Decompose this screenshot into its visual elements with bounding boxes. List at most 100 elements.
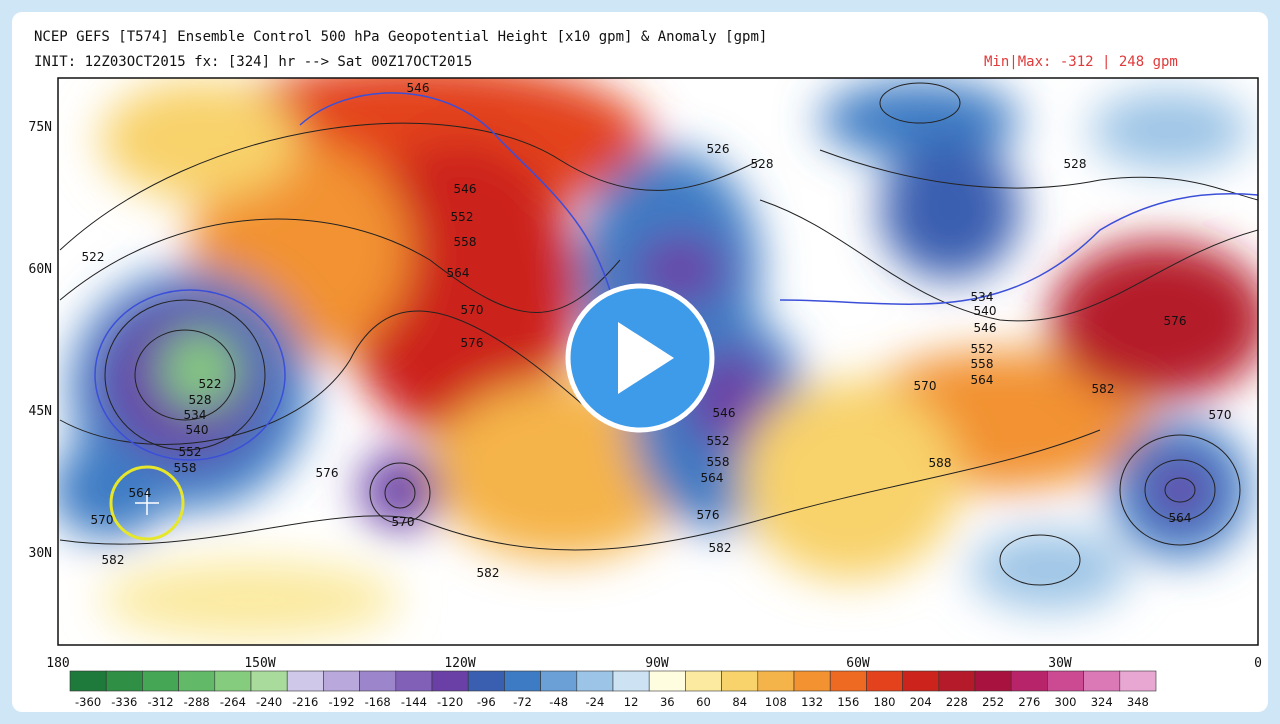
colorbar-swatch — [793, 670, 831, 692]
colorbar-label: 60 — [696, 695, 711, 709]
colorbar-swatch — [69, 670, 107, 692]
colorbar-label: -168 — [365, 695, 391, 709]
contour-label: 576 — [1164, 314, 1187, 328]
colorbar-label: -72 — [513, 695, 532, 709]
colorbar-label: 36 — [660, 695, 675, 709]
colorbar-label: 252 — [982, 695, 1004, 709]
lon-label: 60W — [846, 656, 870, 671]
contour-label: 558 — [971, 357, 994, 371]
colorbar-label: -264 — [220, 695, 246, 709]
colorbar-label: -96 — [477, 695, 496, 709]
colorbar-label: -240 — [256, 695, 282, 709]
colorbar-swatch — [540, 670, 578, 692]
lat-label: 45N — [29, 404, 52, 419]
colorbar-label: 276 — [1018, 695, 1040, 709]
colorbar-label: -192 — [328, 695, 354, 709]
lon-label: 120W — [444, 656, 475, 671]
colorbar: -360 -336 -312 -288 -264 -240 -216 -192 -168 -144… — [69, 670, 1157, 709]
colorbar-label: -120 — [437, 695, 463, 709]
colorbar-label: -288 — [184, 695, 210, 709]
contour-label: 546 — [713, 406, 736, 420]
contour-label: 540 — [974, 304, 997, 318]
colorbar-swatch — [1010, 670, 1048, 692]
contour-label: 564 — [447, 266, 470, 280]
contour-label: 570 — [461, 303, 484, 317]
contour-label: 528 — [751, 157, 774, 171]
colorbar-label: -48 — [549, 695, 568, 709]
colorbar-swatch — [974, 670, 1012, 692]
colorbar-swatch — [395, 670, 433, 692]
colorbar-swatch — [286, 670, 324, 692]
title: NCEP GEFS [T574] Ensemble Control 500 hP… — [34, 29, 767, 45]
play-button[interactable] — [565, 283, 715, 433]
contour-label: 576 — [461, 336, 484, 350]
colorbar-label: -312 — [147, 695, 173, 709]
contour-label: 576 — [316, 466, 339, 480]
colorbar-label: 84 — [732, 695, 747, 709]
lon-label: 180 — [46, 656, 69, 671]
cursor — [109, 465, 185, 541]
lon-label: 30W — [1048, 656, 1072, 671]
contour-label: 564 — [701, 471, 724, 485]
contour-label: 582 — [102, 553, 125, 567]
map-frame — [57, 77, 1259, 646]
contour-label: 540 — [186, 423, 209, 437]
colorbar-swatch — [214, 670, 252, 692]
colorbar-label: 324 — [1091, 695, 1113, 709]
contour-label: 570 — [392, 515, 415, 529]
colorbar-label: 156 — [837, 695, 859, 709]
contour-label: 582 — [709, 541, 732, 555]
colorbar-label: -360 — [75, 695, 101, 709]
contour-label: 552 — [179, 445, 202, 459]
lat-label: 30N — [29, 546, 52, 561]
colorbar-swatch — [829, 670, 867, 692]
contour-label: 564 — [971, 373, 994, 387]
lon-label: 0 — [1254, 656, 1262, 671]
contour-label: 546 — [974, 321, 997, 335]
contour-label: 546 — [407, 81, 430, 95]
min-max: Min|Max: -312 | 248 gpm — [984, 54, 1178, 70]
colorbar-swatch — [1119, 670, 1157, 692]
colorbar-swatch — [612, 670, 650, 692]
contour-label: 552 — [707, 434, 730, 448]
colorbar-swatch — [1083, 670, 1121, 692]
colorbar-swatch — [902, 670, 940, 692]
contour-label: 570 — [91, 513, 114, 527]
colorbar-label: 108 — [765, 695, 787, 709]
colorbar-label: 228 — [946, 695, 968, 709]
colorbar-label: 180 — [874, 695, 896, 709]
contour-label: 564 — [1169, 511, 1192, 525]
contour-label: 534 — [184, 408, 207, 422]
contour-label: 558 — [174, 461, 197, 475]
contour-label: 522 — [199, 377, 222, 391]
colorbar-swatch — [576, 670, 614, 692]
contour-label: 570 — [914, 379, 937, 393]
contour-label: 546 — [454, 182, 477, 196]
colorbar-swatch — [323, 670, 360, 692]
contour-label: 552 — [971, 342, 994, 356]
contour-label: 528 — [1064, 157, 1087, 171]
contour-label: 552 — [451, 210, 474, 224]
colorbar-swatch — [757, 670, 795, 692]
lat-label: 75N — [29, 120, 52, 135]
contour-label: 582 — [1092, 382, 1115, 396]
colorbar-swatch — [250, 670, 288, 692]
contour-label: 588 — [929, 456, 952, 470]
colorbar-label: -24 — [586, 695, 605, 709]
colorbar-swatch — [467, 670, 505, 692]
map — [58, 78, 1258, 645]
colorbar-label: -336 — [111, 695, 137, 709]
lon-label: 150W — [244, 656, 275, 671]
colorbar-swatch — [1047, 670, 1084, 692]
colorbar-swatch — [359, 670, 397, 692]
colorbar-swatch — [105, 670, 143, 692]
contour-label: 522 — [82, 250, 105, 264]
contour-label: 558 — [707, 455, 730, 469]
colorbar-swatch — [178, 670, 216, 692]
contour-label: 558 — [454, 235, 477, 249]
colorbar-swatch — [721, 670, 759, 692]
colorbar-swatch — [504, 670, 541, 692]
colorbar-swatch — [685, 670, 722, 692]
colorbar-label: 348 — [1127, 695, 1149, 709]
